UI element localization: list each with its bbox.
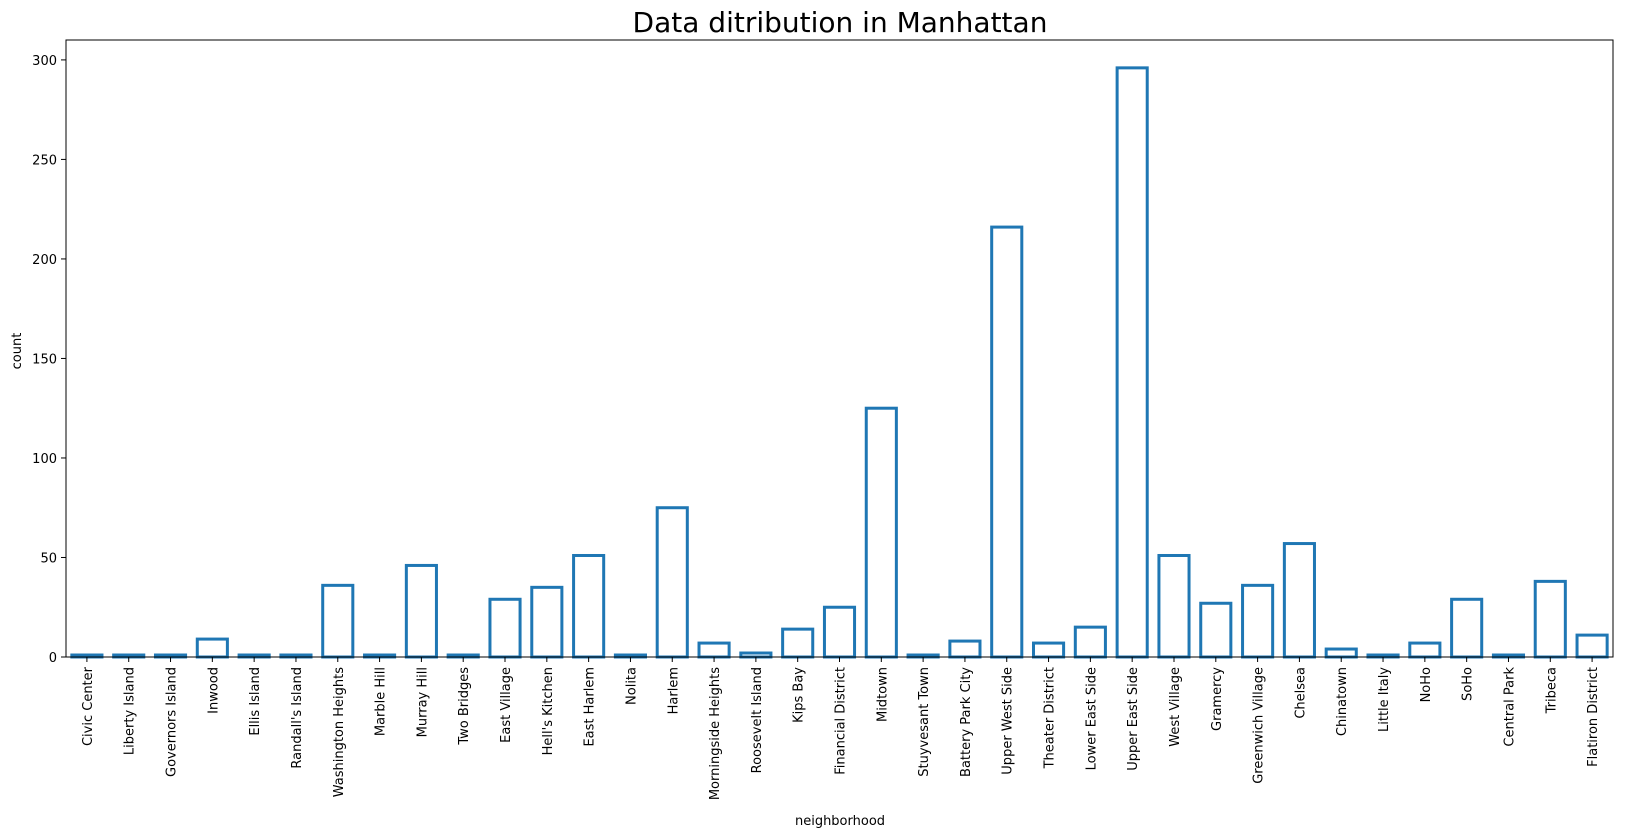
- y-tick-label: 200: [32, 253, 57, 268]
- bar: [404, 563, 438, 659]
- x-tick-label: Little Italy: [1377, 667, 1392, 732]
- x-tick-label: Chelsea: [1293, 667, 1308, 719]
- bar: [990, 225, 1024, 659]
- x-tick-label: Governors Island: [165, 667, 180, 777]
- bar: [1241, 583, 1275, 659]
- bar: [1324, 647, 1358, 659]
- y-axis: 0 50 100 150 200 250 300: [32, 54, 66, 666]
- x-tick-label: Civic Center: [81, 666, 96, 746]
- x-tick-label: Tribeca: [1544, 667, 1559, 714]
- x-tick-label: NoHo: [1419, 667, 1434, 702]
- x-tick-label: East Village: [499, 667, 514, 743]
- y-tick-label: 50: [40, 551, 57, 566]
- bar: [1450, 597, 1484, 659]
- x-tick-label: East Harlem: [583, 667, 598, 747]
- y-tick-label: 100: [32, 452, 57, 467]
- x-tick-label: Randall's Island: [290, 667, 305, 769]
- x-tick-label: Harlem: [666, 667, 681, 714]
- x-tick-label: Roosevelt Island: [750, 667, 765, 773]
- bar: [1199, 601, 1233, 659]
- x-tick-label: Hell's Kitchen: [541, 667, 556, 755]
- x-tick-label: West Village: [1168, 667, 1183, 747]
- x-tick-label: Central Park: [1502, 667, 1517, 747]
- bar: [195, 637, 229, 659]
- bar: [1157, 553, 1191, 659]
- x-tick-label: Midtown: [875, 667, 890, 722]
- y-tick-label: 0: [49, 651, 57, 666]
- bar: [572, 553, 606, 659]
- bar: [1032, 641, 1066, 659]
- bars-group: [70, 66, 1609, 659]
- x-tick-label: Murray Hill: [415, 667, 430, 737]
- chart-title: Data ditribution in Manhattan: [633, 6, 1048, 39]
- x-tick-label: Theater District: [1043, 667, 1058, 769]
- bar: [781, 627, 815, 659]
- x-axis-label: neighborhood: [795, 814, 885, 829]
- bar: [1408, 641, 1442, 659]
- x-axis: Civic Center Liberty Island Governors Isla…: [81, 657, 1601, 800]
- bar: [739, 651, 773, 659]
- x-tick-label: Ellis Island: [248, 667, 263, 736]
- bar: [1533, 579, 1567, 659]
- bar: [488, 597, 522, 659]
- bar: [697, 641, 731, 659]
- x-tick-label: Liberty Island: [123, 667, 138, 755]
- x-tick-label: Financial District: [834, 667, 849, 775]
- bar: [1115, 66, 1149, 659]
- bar: [822, 605, 857, 659]
- x-tick-label: Greenwich Village: [1252, 667, 1267, 784]
- x-tick-label: Battery Park City: [959, 667, 974, 777]
- x-tick-label: Upper West Side: [1001, 667, 1016, 775]
- bar: [948, 639, 982, 659]
- x-tick-label: Gramercy: [1210, 667, 1225, 731]
- bar: [321, 583, 355, 659]
- x-tick-label: SoHo: [1461, 667, 1476, 701]
- y-tick-label: 250: [32, 153, 57, 168]
- bar: [1282, 542, 1316, 659]
- bar: [1575, 633, 1609, 659]
- y-tick-label: 300: [32, 54, 57, 69]
- bar: [655, 506, 689, 659]
- bar: [1073, 625, 1107, 659]
- x-tick-label: Flatiron District: [1586, 667, 1601, 767]
- x-tick-label: Chinatown: [1335, 667, 1350, 736]
- plot-frame: [65, 39, 1614, 658]
- x-tick-label: Upper East Side: [1126, 667, 1141, 771]
- y-tick-label: 150: [32, 352, 57, 367]
- x-tick-label: Stuyvesant Town: [917, 667, 932, 777]
- bar: [530, 585, 564, 659]
- x-tick-label: Nolita: [624, 667, 639, 705]
- x-tick-label: Marble Hill: [374, 667, 389, 736]
- x-tick-label: Kips Bay: [792, 667, 807, 723]
- bar: [864, 406, 898, 659]
- x-tick-label: Morningside Heights: [708, 667, 723, 800]
- y-axis-label: count: [10, 333, 25, 370]
- x-tick-label: Washington Heights: [332, 667, 347, 798]
- x-tick-label: Lower East Side: [1084, 667, 1099, 770]
- x-tick-label: Two Bridges: [457, 667, 472, 746]
- x-tick-label: Inwood: [206, 667, 221, 714]
